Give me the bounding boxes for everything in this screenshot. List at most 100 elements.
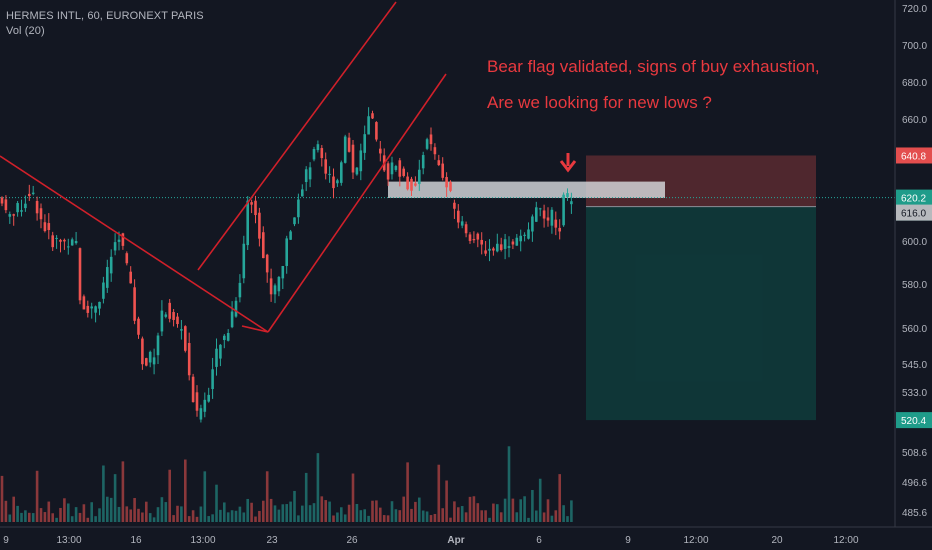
candle-body — [515, 237, 519, 246]
candle-body — [265, 254, 269, 273]
volume-bar — [332, 515, 335, 522]
annotation-line-2: Are we looking for new lows ? — [487, 93, 712, 112]
candle-body — [160, 310, 164, 332]
candle-body — [230, 311, 234, 328]
downtrend-line — [0, 155, 269, 333]
candle-body — [406, 176, 409, 190]
price-axis-tick: 660.0 — [902, 115, 927, 126]
volume-bar — [141, 512, 144, 522]
volume-bar — [285, 504, 288, 522]
stop-loss-zone — [586, 155, 816, 207]
candle-body — [148, 351, 152, 363]
volume-bar — [414, 501, 417, 522]
candle-body — [496, 243, 499, 252]
volume-bar — [59, 507, 62, 522]
volume-bar — [78, 512, 82, 522]
candle-body — [117, 239, 121, 242]
candle-body — [238, 282, 242, 298]
volume-bar — [55, 517, 58, 522]
volume-bar — [164, 502, 168, 522]
price-axis-tick: 545.0 — [902, 360, 927, 371]
price-label-box — [896, 189, 932, 206]
price-label-box — [896, 204, 932, 221]
candle-body — [39, 208, 43, 220]
volume-bar — [394, 509, 398, 522]
volume-bar — [117, 506, 121, 522]
volume-bar — [515, 512, 519, 522]
candle-body — [410, 178, 413, 191]
price-label-box — [896, 147, 932, 164]
volume-bar — [386, 515, 390, 522]
candle-body — [308, 167, 312, 180]
price-axis-tick: 485.6 — [902, 508, 927, 519]
volume-bar — [211, 514, 214, 522]
volume-bar — [43, 512, 47, 522]
time-axis-tick: 13:00 — [190, 535, 215, 546]
candle-body — [355, 167, 359, 175]
volume-bar — [496, 504, 499, 522]
candle-body — [98, 301, 101, 309]
candle-body — [390, 162, 394, 175]
time-axis-tick: Apr — [447, 535, 464, 546]
candle-body — [418, 169, 421, 185]
candle-body — [55, 237, 58, 239]
volume-bar — [379, 507, 382, 522]
candle-body — [133, 287, 136, 321]
volume-bar — [195, 516, 199, 522]
volume-bar — [570, 500, 573, 522]
price-label-text: 520.4 — [901, 416, 926, 427]
candle-body — [180, 329, 183, 331]
candle-body — [402, 168, 405, 176]
candle-body — [386, 163, 390, 180]
volume-bar — [363, 509, 366, 522]
volume-bar — [152, 517, 156, 522]
volume-bar — [230, 510, 234, 522]
candle-body — [464, 224, 468, 234]
candle-body — [507, 246, 511, 248]
candle-body — [523, 234, 526, 236]
candle-body — [28, 193, 31, 196]
volume-bar — [531, 489, 534, 522]
candle-body — [184, 326, 187, 351]
volume-bar — [418, 497, 421, 522]
candle-body — [289, 231, 292, 240]
volume-bar — [133, 498, 136, 522]
candle-body — [137, 318, 140, 335]
candle-body — [347, 137, 351, 152]
volume-bar — [511, 498, 515, 522]
candle-body — [332, 176, 335, 189]
candle-body — [340, 162, 343, 183]
candle-body — [488, 248, 491, 251]
volume-bar — [297, 515, 300, 522]
candle-body — [558, 227, 561, 232]
candle-body — [164, 314, 168, 317]
volume-bar — [460, 506, 464, 522]
volume-bar — [375, 500, 378, 522]
candle-body — [441, 163, 444, 178]
candle-body — [90, 306, 93, 309]
volume-bar — [176, 505, 179, 522]
volume-bar — [406, 462, 409, 522]
volume-bar — [4, 500, 8, 522]
candle-body — [285, 238, 288, 266]
volume-bar — [308, 505, 312, 522]
down-arrow-head — [559, 160, 577, 173]
volume-bar — [480, 510, 483, 522]
price-axis-tick: 700.0 — [902, 41, 927, 52]
candle-body — [468, 234, 472, 241]
volume-bar — [554, 510, 558, 522]
candle-body — [394, 166, 398, 170]
candle-body — [550, 209, 554, 226]
volume-bar — [51, 513, 54, 522]
candle-body — [480, 239, 483, 245]
candle-body — [472, 239, 476, 241]
volume-bar — [246, 498, 249, 522]
volume-bar — [102, 465, 105, 522]
volume-bar — [402, 496, 405, 522]
volume-bar — [0, 475, 4, 522]
channel-lower-line — [267, 73, 447, 333]
volume-bar — [145, 501, 148, 522]
candle-body — [511, 241, 515, 245]
